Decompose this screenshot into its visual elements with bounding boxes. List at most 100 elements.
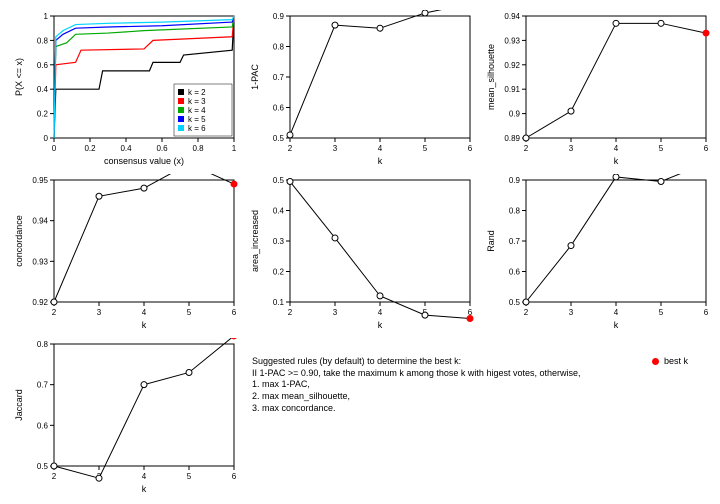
svg-text:2: 2 <box>52 472 57 481</box>
svg-text:0.4: 0.4 <box>120 144 132 153</box>
rules-line: II 1-PAC >= 0.90, take the maximum k amo… <box>252 368 706 380</box>
best-k-point <box>231 181 237 187</box>
panel-area: 234560.10.20.30.40.5karea_increased <box>246 174 476 334</box>
svg-text:1: 1 <box>44 12 49 21</box>
x-axis-label: k <box>378 320 383 330</box>
svg-text:2: 2 <box>524 144 529 153</box>
svg-text:2: 2 <box>52 308 57 317</box>
data-point <box>658 179 664 185</box>
series-line <box>54 338 234 478</box>
svg-text:0.9: 0.9 <box>509 176 521 185</box>
svg-text:0.4: 0.4 <box>37 85 49 94</box>
svg-text:3: 3 <box>569 144 574 153</box>
rules-line: 2. max mean_silhouette, <box>252 391 706 403</box>
data-point <box>568 108 574 114</box>
svg-text:0.94: 0.94 <box>504 12 520 21</box>
svg-text:4: 4 <box>142 472 147 481</box>
svg-text:6: 6 <box>232 308 237 317</box>
svg-text:0: 0 <box>44 134 49 143</box>
x-axis-label: k <box>614 320 619 330</box>
panel-1pac: 234560.50.60.70.80.9k1-PAC <box>246 10 476 170</box>
legend-label: k = 5 <box>188 115 206 124</box>
svg-text:3: 3 <box>569 308 574 317</box>
svg-text:0.8: 0.8 <box>37 340 49 349</box>
svg-text:4: 4 <box>142 308 147 317</box>
svg-text:0.1: 0.1 <box>273 298 285 307</box>
data-point <box>186 369 192 375</box>
svg-text:3: 3 <box>333 308 338 317</box>
svg-text:6: 6 <box>704 144 709 153</box>
svg-text:4: 4 <box>378 144 383 153</box>
svg-text:0.94: 0.94 <box>32 217 48 226</box>
svg-text:0.3: 0.3 <box>273 237 285 246</box>
svg-text:5: 5 <box>659 144 664 153</box>
best-k-point <box>231 338 237 339</box>
y-axis-label: concordance <box>14 215 24 267</box>
data-point <box>613 174 619 180</box>
svg-text:0.9: 0.9 <box>273 12 285 21</box>
panel-rand: 234560.50.60.70.80.9kRand <box>482 174 712 334</box>
x-axis-label: k <box>614 156 619 166</box>
svg-text:0.92: 0.92 <box>32 298 48 307</box>
series-line <box>54 174 234 302</box>
data-point <box>287 132 293 138</box>
svg-text:0.6: 0.6 <box>37 421 49 430</box>
legend-swatch <box>178 125 184 131</box>
legend-label: k = 3 <box>188 97 206 106</box>
svg-text:0.7: 0.7 <box>273 73 285 82</box>
best-k-point <box>703 30 709 36</box>
panel-jaccard: 234560.50.60.70.8kJaccard <box>10 338 240 498</box>
data-point <box>51 299 57 305</box>
data-point <box>658 20 664 26</box>
x-axis-label: k <box>378 156 383 166</box>
best-k-dot-icon <box>652 358 659 365</box>
svg-text:0.8: 0.8 <box>37 36 49 45</box>
data-point <box>96 475 102 481</box>
panel-silhouette: 234560.890.90.910.920.930.94kmean_silhou… <box>482 10 712 170</box>
svg-text:0.6: 0.6 <box>37 61 49 70</box>
svg-text:5: 5 <box>659 308 664 317</box>
svg-text:0.95: 0.95 <box>32 176 48 185</box>
svg-text:5: 5 <box>423 144 428 153</box>
series-line <box>526 23 706 138</box>
svg-text:0.9: 0.9 <box>509 110 521 119</box>
svg-text:0.5: 0.5 <box>37 462 49 471</box>
data-point <box>613 20 619 26</box>
svg-text:0.92: 0.92 <box>504 61 520 70</box>
data-point <box>523 299 529 305</box>
legend-label: k = 2 <box>188 88 206 97</box>
svg-text:2: 2 <box>524 308 529 317</box>
svg-text:6: 6 <box>468 144 473 153</box>
svg-text:0.6: 0.6 <box>509 268 521 277</box>
svg-text:0.2: 0.2 <box>84 144 96 153</box>
svg-text:0.4: 0.4 <box>273 207 285 216</box>
x-axis-label: consensus value (x) <box>104 156 184 166</box>
data-point <box>377 25 383 31</box>
svg-text:0.93: 0.93 <box>504 36 520 45</box>
svg-text:0.8: 0.8 <box>509 207 521 216</box>
data-point <box>523 135 529 141</box>
data-point <box>332 235 338 241</box>
svg-text:0.8: 0.8 <box>192 144 204 153</box>
data-point <box>422 312 428 318</box>
data-point <box>422 10 428 16</box>
legend-swatch <box>178 89 184 95</box>
svg-text:4: 4 <box>378 308 383 317</box>
x-axis-label: k <box>142 484 147 494</box>
svg-text:0.7: 0.7 <box>509 237 521 246</box>
data-point <box>332 22 338 28</box>
svg-text:0.89: 0.89 <box>504 134 520 143</box>
panel-rules: Suggested rules (by default) to determin… <box>246 338 712 498</box>
svg-text:0.2: 0.2 <box>37 110 49 119</box>
legend-swatch <box>178 98 184 104</box>
svg-text:6: 6 <box>232 472 237 481</box>
svg-text:4: 4 <box>614 144 619 153</box>
y-axis-label: P(X <= x) <box>14 58 24 96</box>
data-point <box>141 382 147 388</box>
best-k-legend-label: best k <box>664 356 688 366</box>
y-axis-label: mean_silhouette <box>486 44 496 110</box>
legend-label: k = 6 <box>188 124 206 133</box>
svg-text:2: 2 <box>288 308 293 317</box>
legend-swatch <box>178 116 184 122</box>
panel-concordance: 234560.920.930.940.95kconcordance <box>10 174 240 334</box>
